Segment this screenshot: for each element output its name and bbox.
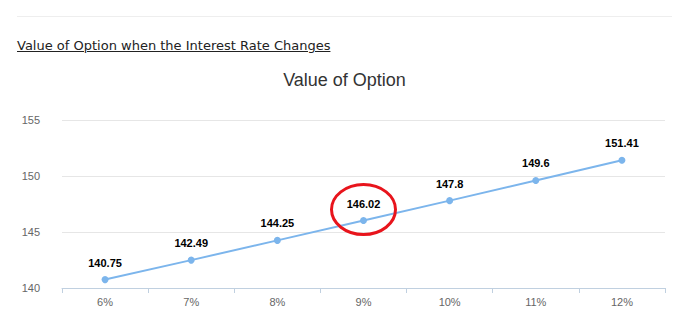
svg-text:140: 140 [22,282,40,294]
svg-text:151.41: 151.41 [605,137,639,149]
svg-text:12%: 12% [611,296,633,308]
svg-text:9%: 9% [356,296,372,308]
svg-text:145: 145 [22,226,40,238]
html-text:Value of Option when the Inter: Value of Option when the Interest Rate C… [17,38,331,53]
svg-text:147.8: 147.8 [436,178,464,190]
svg-text:142.49: 142.49 [174,237,208,249]
svg-text:8%: 8% [269,296,285,308]
svg-text:146.02: 146.02 [347,198,381,210]
svg-text:150: 150 [22,170,40,182]
svg-text:6%: 6% [97,296,113,308]
svg-text:140.75: 140.75 [88,257,122,269]
svg-text:144.25: 144.25 [261,217,295,229]
svg-text:10%: 10% [439,296,461,308]
svg-text:7%: 7% [183,296,199,308]
svg-text:155: 155 [22,114,40,126]
svg-text:Value of Option: Value of Option [283,70,406,90]
svg-text:11%: 11% [525,296,546,308]
svg-text:149.6: 149.6 [522,157,550,169]
